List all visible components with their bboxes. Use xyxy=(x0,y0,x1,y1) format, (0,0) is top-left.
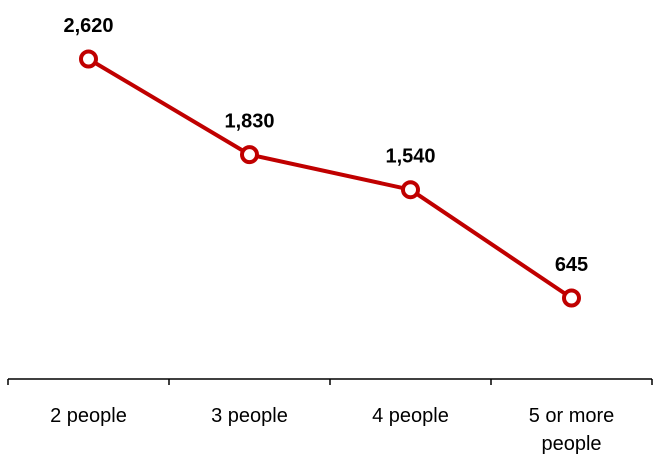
series-line-group xyxy=(87,57,573,300)
x-tick-label: 2 people xyxy=(50,405,127,427)
x-tick-label: 3 people xyxy=(211,405,288,427)
x-axis xyxy=(7,378,653,385)
data-point xyxy=(79,49,98,69)
data-label: 2,620 xyxy=(63,15,113,37)
x-tick-label: 5 or more people xyxy=(529,405,615,455)
series-line xyxy=(87,57,573,300)
data-point xyxy=(562,288,581,308)
data-point xyxy=(240,145,259,165)
data-point xyxy=(401,180,420,200)
data-points xyxy=(79,49,581,308)
x-tick-label: 4 people xyxy=(372,405,449,427)
data-label: 1,830 xyxy=(224,111,274,133)
data-label: 645 xyxy=(555,254,588,276)
data-labels: 2,620 1,830 1,540 645 xyxy=(63,15,588,276)
x-tick-labels: 2 people 3 people 4 people 5 or more people xyxy=(50,405,614,455)
data-label: 1,540 xyxy=(385,146,435,168)
